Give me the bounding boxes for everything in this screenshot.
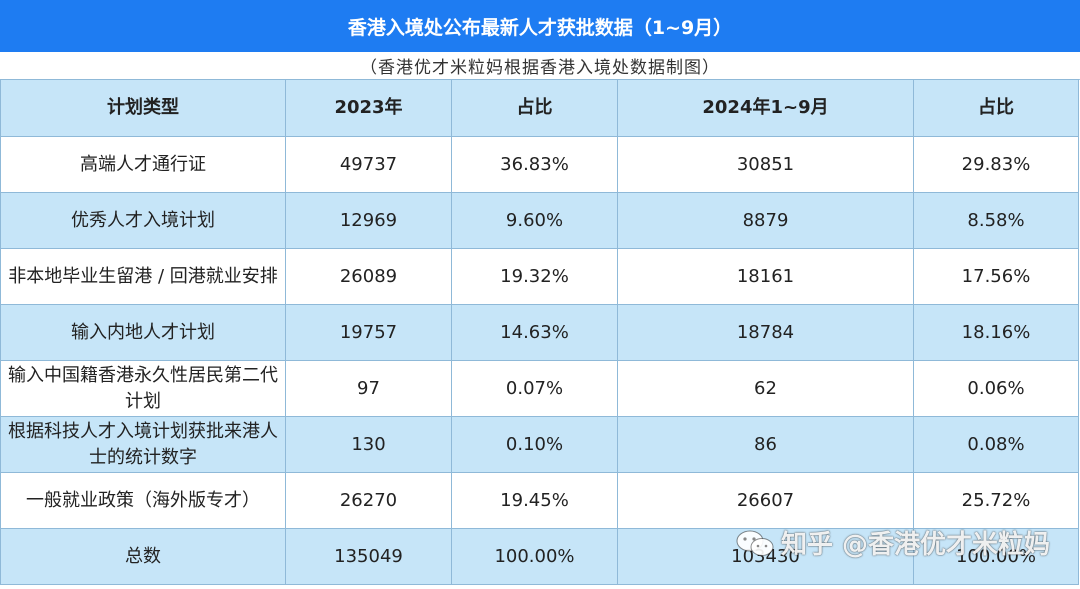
table-subtitle: （香港优才米粒妈根据香港入境处数据制图） — [0, 52, 1080, 80]
count-2024-cell: 103430 — [617, 528, 914, 585]
plan-type-cell: 高端人才通行证 — [0, 136, 286, 193]
count-2024-cell: 30851 — [617, 136, 914, 193]
count-2024-cell: 62 — [617, 360, 914, 417]
count-2023-cell: 19757 — [285, 304, 452, 361]
share-2023-cell: 19.32% — [451, 248, 618, 305]
share-2023-cell: 0.10% — [451, 416, 618, 473]
header-row: 计划类型 2023年 占比 2024年1~9月 占比 — [0, 79, 1079, 137]
plan-type-cell: 输入中国籍香港永久性居民第二代计划 — [0, 360, 286, 417]
count-2024-cell: 18161 — [617, 248, 914, 305]
table-row: 非本地毕业生留港 / 回港就业安排 26089 19.32% 18161 17.… — [0, 248, 1079, 305]
table-row: 一般就业政策（海外版专才） 26270 19.45% 26607 25.72% — [0, 472, 1079, 529]
count-2023-cell: 49737 — [285, 136, 452, 193]
count-2024-cell: 86 — [617, 416, 914, 473]
plan-type-cell: 输入内地人才计划 — [0, 304, 286, 361]
header-2024: 2024年1~9月 — [617, 79, 914, 137]
share-2023-cell: 100.00% — [451, 528, 618, 585]
share-2024-cell: 25.72% — [913, 472, 1079, 529]
share-2023-cell: 0.07% — [451, 360, 618, 417]
header-plan-type: 计划类型 — [0, 79, 286, 137]
share-2023-cell: 19.45% — [451, 472, 618, 529]
count-2023-cell: 26270 — [285, 472, 452, 529]
table-row: 高端人才通行证 49737 36.83% 30851 29.83% — [0, 136, 1079, 193]
share-2023-cell: 14.63% — [451, 304, 618, 361]
count-2024-cell: 8879 — [617, 192, 914, 249]
plan-type-cell: 总数 — [0, 528, 286, 585]
count-2023-cell: 97 — [285, 360, 452, 417]
share-2024-cell: 0.08% — [913, 416, 1079, 473]
plan-type-cell: 一般就业政策（海外版专才） — [0, 472, 286, 529]
share-2023-cell: 9.60% — [451, 192, 618, 249]
count-2023-cell: 135049 — [285, 528, 452, 585]
table-title: 香港入境处公布最新人才获批数据（1~9月） — [0, 0, 1080, 52]
plan-type-cell: 优秀人才入境计划 — [0, 192, 286, 249]
count-2024-cell: 18784 — [617, 304, 914, 361]
header-2023: 2023年 — [285, 79, 452, 137]
plan-type-cell: 非本地毕业生留港 / 回港就业安排 — [0, 248, 286, 305]
share-2024-cell: 8.58% — [913, 192, 1079, 249]
count-2024-cell: 26607 — [617, 472, 914, 529]
share-2024-cell: 29.83% — [913, 136, 1079, 193]
approval-data-table: 计划类型 2023年 占比 2024年1~9月 占比 高端人才通行证 49737… — [0, 79, 1079, 585]
share-2023-cell: 36.83% — [451, 136, 618, 193]
table-row: 根据科技人才入境计划获批来港人士的统计数字 130 0.10% 86 0.08% — [0, 416, 1079, 473]
count-2023-cell: 12969 — [285, 192, 452, 249]
plan-type-cell: 根据科技人才入境计划获批来港人士的统计数字 — [0, 416, 286, 473]
share-2024-cell: 17.56% — [913, 248, 1079, 305]
share-2024-cell: 0.06% — [913, 360, 1079, 417]
share-2024-cell: 100.00% — [913, 528, 1079, 585]
table-row: 输入内地人才计划 19757 14.63% 18784 18.16% — [0, 304, 1079, 361]
share-2024-cell: 18.16% — [913, 304, 1079, 361]
total-row: 总数 135049 100.00% 103430 100.00% — [0, 528, 1079, 585]
table-row: 输入中国籍香港永久性居民第二代计划 97 0.07% 62 0.06% — [0, 360, 1079, 417]
count-2023-cell: 26089 — [285, 248, 452, 305]
header-share-2024: 占比 — [913, 79, 1079, 137]
header-share-2023: 占比 — [451, 79, 618, 137]
table-row: 优秀人才入境计划 12969 9.60% 8879 8.58% — [0, 192, 1079, 249]
count-2023-cell: 130 — [285, 416, 452, 473]
